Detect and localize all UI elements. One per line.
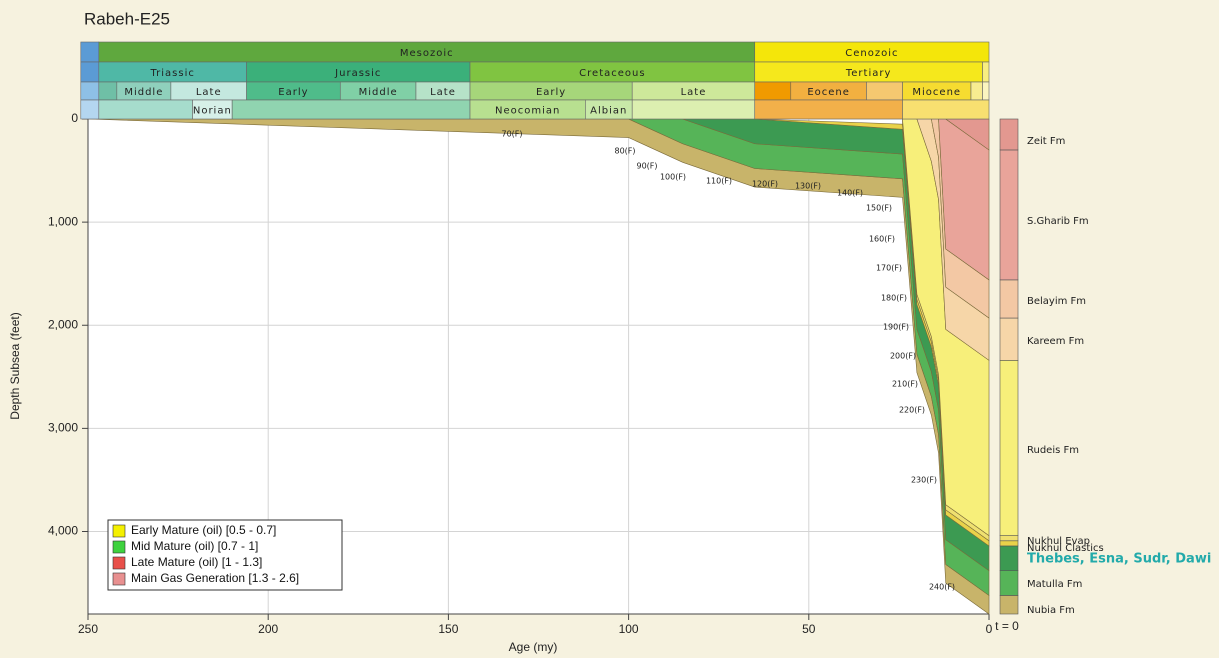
- timescale-unit: [970, 81, 983, 101]
- timescale-unit: [80, 99, 100, 120]
- timescale-unit: [631, 99, 756, 120]
- column-unit: [999, 535, 1019, 542]
- formation-label: Belayim Fm: [1027, 296, 1086, 307]
- formation-label: Matulla Fm: [1027, 579, 1082, 590]
- timescale-unit: [754, 81, 792, 101]
- timescale-label: Norian: [193, 106, 232, 117]
- timescale-label: Triassic: [150, 68, 195, 79]
- formation-label: Kareem Fm: [1027, 336, 1084, 347]
- column-unit: [999, 118, 1019, 151]
- timescale-unit: [80, 41, 100, 63]
- formation-label: Zeit Fm: [1027, 136, 1065, 147]
- isotherm-label: 90(F): [636, 162, 657, 171]
- timescale-unit: [98, 81, 118, 101]
- column-unit: [999, 279, 1019, 319]
- timescale-label: Mesozoic: [400, 48, 454, 59]
- legend-label: Late Mature (oil) [1 - 1.3]: [131, 555, 262, 569]
- legend-swatch: [112, 572, 126, 586]
- timescale-label: Early: [536, 87, 566, 98]
- timescale-label: Late: [196, 87, 222, 98]
- isotherm-label: 150(F): [866, 204, 892, 213]
- legend-box: [107, 519, 343, 591]
- timescale-unit: [80, 81, 100, 101]
- timescale-label: Middle: [124, 87, 163, 98]
- y-tick-label: 4,000: [48, 524, 78, 538]
- legend-label: Mid Mature (oil) [0.7 - 1]: [131, 539, 258, 553]
- y-tick-label: 3,000: [48, 421, 78, 435]
- timescale-label: Late: [681, 87, 707, 98]
- formation-label: Nukhul Evap: [1027, 536, 1090, 547]
- isotherm-label: 240(F): [929, 583, 955, 592]
- x-tick-label: 150: [438, 622, 458, 636]
- timescale-label: Cretaceous: [579, 68, 645, 79]
- timescale-unit: [754, 99, 903, 120]
- legend-label: Early Mature (oil) [0.5 - 0.7]: [131, 523, 276, 537]
- y-tick-label: 2,000: [48, 317, 78, 331]
- legend-swatch: [112, 540, 126, 554]
- timescale-label: Neocomian: [495, 106, 560, 117]
- y-axis-title: Depth Subsea (feet): [8, 312, 22, 419]
- isotherm-label: 140(F): [837, 189, 863, 198]
- isotherm-label: 170(F): [876, 264, 902, 273]
- timescale-unit: [231, 99, 471, 120]
- timescale-label: Albian: [590, 106, 627, 117]
- timescale-unit: [98, 99, 193, 120]
- timescale-label: Late: [430, 87, 456, 98]
- isotherm-label: 100(F): [660, 173, 686, 182]
- timescale-unit: [982, 61, 990, 83]
- isotherm-label: 120(F): [752, 180, 778, 189]
- legend-swatch: [112, 524, 126, 538]
- timescale-label: Early: [278, 87, 308, 98]
- x-axis-title: Age (my): [509, 640, 558, 654]
- formation-label: Rudeis Fm: [1027, 445, 1079, 456]
- formation-label: Nubia Fm: [1027, 605, 1075, 616]
- timescale-label: Middle: [359, 87, 398, 98]
- isotherm-label: 130(F): [795, 182, 821, 191]
- present-label: t = 0: [995, 619, 1019, 633]
- column-unit: [999, 595, 1019, 615]
- x-tick-label: 0: [986, 622, 993, 636]
- isotherm-label: 190(F): [883, 323, 909, 332]
- timescale-label: Jurassic: [334, 68, 381, 79]
- timescale-unit: [80, 61, 100, 83]
- x-tick-label: 50: [802, 622, 816, 636]
- timescale-unit: [902, 99, 990, 120]
- isotherm-label: 160(F): [869, 235, 895, 244]
- column-unit: [999, 360, 1019, 536]
- isotherm-label: 70(F): [501, 130, 522, 139]
- formation-label: S.Gharib Fm: [1027, 216, 1089, 227]
- isotherm-label: 230(F): [911, 476, 937, 485]
- isotherm-label: 200(F): [890, 352, 916, 361]
- y-tick-label: 1,000: [48, 214, 78, 228]
- timescale-label: Eocene: [807, 87, 850, 98]
- formation-label: Nukhul Clastics: [1027, 543, 1104, 554]
- isotherm-label: 80(F): [614, 147, 635, 156]
- isotherm-label: 220(F): [899, 406, 925, 415]
- timescale-label: Cenozoic: [845, 48, 898, 59]
- timescale-label: Miocene: [912, 87, 961, 98]
- isotherm-label: 180(F): [881, 294, 907, 303]
- formation-label: Thebes, Esna, Sudr, Dawi: [1027, 552, 1211, 567]
- isotherm-label: 110(F): [706, 177, 732, 186]
- legend: Early Mature (oil) [0.5 - 0.7] Mid Mature…: [107, 519, 343, 591]
- timescale-unit: [982, 81, 990, 101]
- chart-title: Rabeh-E25: [84, 9, 170, 28]
- legend-label: Main Gas Generation [1.3 - 2.6]: [131, 571, 299, 585]
- x-tick-label: 250: [78, 622, 98, 636]
- timescale-label: Tertiary: [845, 68, 892, 79]
- column-unit: [999, 540, 1019, 547]
- column-unit: [999, 545, 1019, 571]
- timescale-unit: [866, 81, 903, 101]
- legend-swatch: [112, 556, 126, 570]
- x-tick-label: 200: [258, 622, 278, 636]
- column-unit: [999, 570, 1019, 596]
- isotherm-label: 210(F): [892, 380, 918, 389]
- x-tick-label: 100: [619, 622, 639, 636]
- column-unit: [999, 317, 1019, 361]
- column-unit: [999, 149, 1019, 281]
- y-tick-label: 0: [71, 111, 78, 125]
